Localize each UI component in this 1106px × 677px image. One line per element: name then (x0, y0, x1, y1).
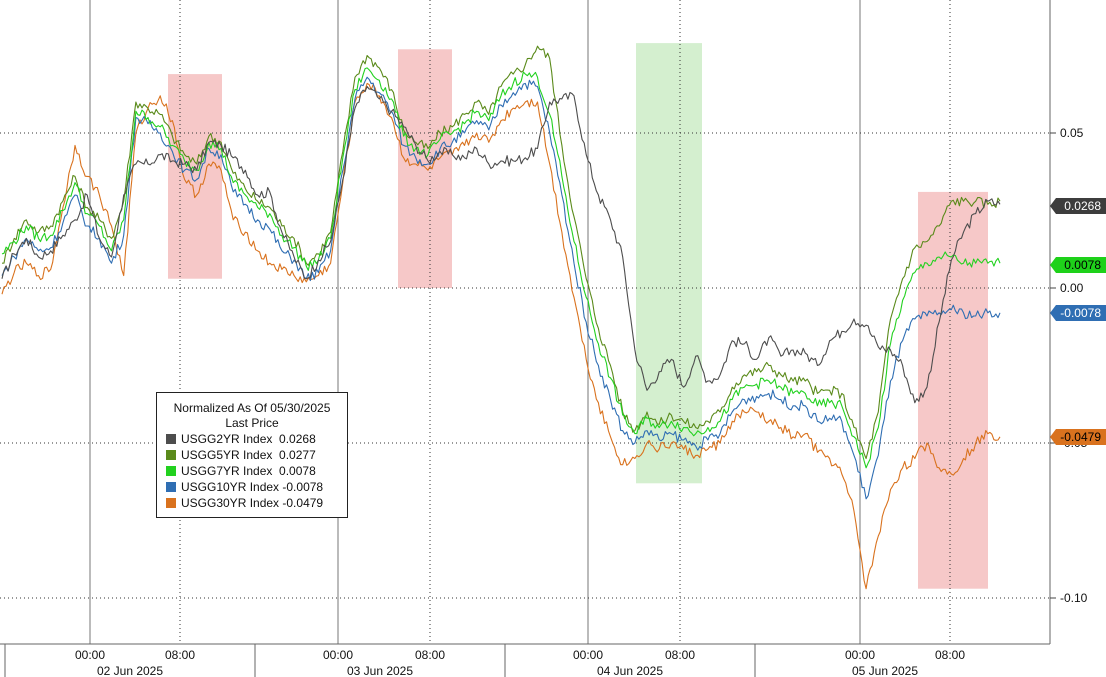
legend-swatch (166, 466, 176, 476)
highlight-region (168, 74, 222, 279)
series-line-usgg5yr-index (1, 45, 1001, 460)
last-value-tags: 0.0268 0.0078 -0.0078 -0.0479 (1050, 198, 1106, 445)
x-tick-date-label: 02 Jun 2025 (97, 664, 163, 677)
x-tick-date-label: 03 Jun 2025 (347, 664, 413, 677)
last-value-tag (1050, 198, 1106, 214)
legend-swatch (166, 450, 176, 460)
series-line-usgg30yr-index (1, 82, 1001, 590)
last-value-tag-label: -0.0078 (1060, 306, 1101, 320)
last-value-tag (1050, 429, 1106, 445)
x-tick-time-label: 00:00 (845, 648, 875, 662)
x-tick-time-label: 08:00 (415, 648, 445, 662)
legend-entry-2yr: USGG2YR Index 0.0268 (157, 431, 347, 447)
last-value-tag (1050, 305, 1106, 321)
legend-series-name: USGG10YR Index (181, 480, 280, 494)
legend-entry-5yr: USGG5YR Index 0.0277 (157, 447, 347, 463)
y-tick-label: 0.05 (1060, 126, 1084, 140)
last-value-tag-label: 0.0078 (1064, 258, 1101, 272)
legend-series-value: 0.0268 (279, 432, 316, 446)
x-tick-time-label: 08:00 (665, 648, 695, 662)
legend-swatch (166, 434, 176, 444)
series-line-usgg2yr-index (1, 85, 1001, 404)
x-tick-time-label: 08:00 (935, 648, 965, 662)
x-tick-time-label: 00:00 (75, 648, 105, 662)
x-tick-date-label: 05 Jun 2025 (852, 664, 918, 677)
grid (0, 0, 1050, 644)
last-value-tag-label: 0.0268 (1064, 199, 1101, 213)
legend-entry-10yr: USGG10YR Index -0.0078 (157, 479, 347, 495)
legend-series-value: 0.0078 (279, 464, 316, 478)
legend-series-value: -0.0078 (282, 480, 324, 494)
legend-series-value: 0.0277 (279, 448, 316, 462)
series-line-usgg10yr-index (1, 76, 1001, 500)
legend: Normalized As Of 05/30/2025 Last Price U… (156, 392, 348, 518)
legend-entry-7yr: USGG7YR Index 0.0078 (157, 463, 347, 479)
legend-series-name: USGG2YR Index (181, 432, 273, 446)
legend-subtitle: Last Price (225, 416, 279, 430)
x-tick-time-label: 00:00 (323, 648, 353, 662)
legend-series-name: USGG30YR Index (181, 496, 280, 510)
highlight-region (918, 191, 988, 589)
x-tick-time-label: 00:00 (573, 648, 603, 662)
last-value-tag (1050, 257, 1106, 273)
highlight-region (398, 49, 452, 288)
x-tick-date-label: 04 Jun 2025 (597, 664, 663, 677)
last-value-tag-label: -0.0479 (1060, 430, 1101, 444)
x-tick-time-label: 08:00 (165, 648, 195, 662)
y-tick-label: -0.10 (1060, 591, 1088, 605)
legend-title: Normalized As Of 05/30/2025 (173, 401, 331, 415)
legend-series-value: -0.0479 (282, 496, 324, 510)
series-line-usgg7yr-index (1, 67, 1001, 469)
legend-entry-30yr: USGG30YR Index -0.0479 (157, 495, 347, 511)
legend-series-name: USGG5YR Index (181, 448, 273, 462)
legend-series-name: USGG7YR Index (181, 464, 273, 478)
y-tick-label: 0.00 (1060, 281, 1084, 295)
highlight-region (636, 43, 702, 484)
series-lines (1, 45, 1001, 590)
legend-swatch (166, 482, 176, 492)
legend-swatch (166, 498, 176, 508)
